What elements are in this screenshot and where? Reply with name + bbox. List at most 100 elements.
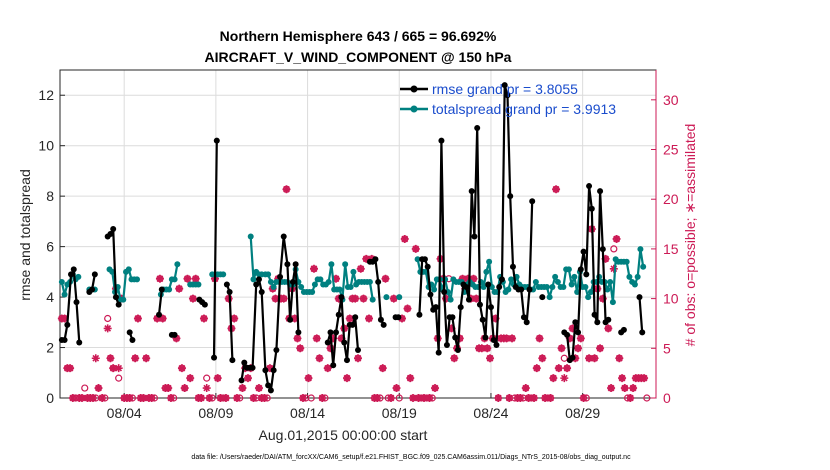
obs-assimilated-marker: [323, 364, 332, 373]
obs-assimilated-marker: [68, 394, 77, 402]
totalspread-point: [560, 283, 567, 290]
rmse-point: [465, 296, 472, 303]
obs-assimilated-marker: [243, 374, 252, 383]
obs-assimilated-marker: [354, 354, 362, 363]
totalspread-point: [396, 294, 403, 301]
obs-assimilated-marker: [312, 334, 321, 343]
rmse-point: [586, 183, 593, 190]
rmse-point: [636, 294, 643, 301]
y-tick-right-label: 5: [663, 340, 671, 356]
obs-assimilated-marker: [563, 364, 572, 373]
obs-assimilated-marker: [398, 314, 407, 323]
obs-assimilated-marker: [560, 374, 569, 383]
obs-assimilated-marker: [147, 394, 156, 402]
obs-assimilated-marker: [554, 364, 563, 373]
obs-assimilated-marker: [508, 334, 517, 343]
rmse-point: [238, 377, 245, 384]
totalspread-point: [640, 263, 647, 270]
totalspread-point: [328, 261, 335, 268]
totalspread-point: [543, 283, 550, 290]
obs-assimilated-marker: [420, 394, 429, 402]
obs-assimilated-marker: [574, 344, 583, 353]
rmse-point: [539, 294, 546, 301]
obs-assimilated-marker: [296, 344, 305, 353]
obs-assimilated-marker: [153, 314, 162, 323]
totalspread-point: [623, 258, 630, 265]
rmse-point: [76, 339, 83, 346]
totalspread-point: [447, 296, 454, 303]
rmse-point: [487, 304, 494, 311]
obs-assimilated-marker: [541, 394, 550, 402]
totalspread-point: [270, 283, 277, 290]
rmse-point: [91, 271, 98, 278]
obs-assimilated-marker: [425, 394, 434, 402]
obs-assimilated-marker: [414, 394, 423, 402]
rmse-point: [498, 276, 505, 283]
obs-assimilated-marker: [502, 334, 511, 343]
obs-assimilated-marker: [359, 294, 368, 303]
obs-assimilated-marker: [565, 334, 574, 343]
obs-assimilated-marker: [205, 394, 214, 402]
obs-assimilated-marker: [546, 394, 555, 402]
obs-assimilated-marker: [221, 394, 230, 402]
y-tick-left-label: 8: [46, 188, 54, 204]
obs-assimilated-marker: [94, 384, 103, 393]
obs-assimilated-marker: [230, 314, 239, 323]
obs-assimilated-marker: [329, 334, 338, 343]
rmse-point: [267, 387, 274, 394]
rmse-point: [380, 321, 387, 328]
obs-assimilated-marker: [334, 294, 343, 303]
rmse-point: [441, 289, 448, 296]
legend-spread-marker: [410, 105, 418, 113]
obs-assimilated-marker: [469, 274, 478, 283]
obs-assimilated-marker: [431, 384, 440, 393]
obs-assimilated-marker: [131, 354, 140, 363]
rmse-point: [341, 339, 348, 346]
legend-spread-label: totalspread grand pr = 3.9913: [432, 101, 616, 117]
obs-assimilated-marker: [532, 364, 541, 373]
chart-title-line2: AIRCRAFT_V_WIND_COMPONENT @ 150 hPa: [205, 49, 512, 65]
rmse-point: [509, 263, 516, 270]
rmse-point: [474, 125, 481, 132]
obs-assimilated-marker: [304, 374, 313, 383]
y-axis-left-label: rmse and totalspread: [17, 169, 33, 301]
obs-assimilated-marker: [91, 354, 100, 363]
obs-assimilated-marker: [362, 254, 371, 263]
obs-assimilated-marker: [177, 364, 186, 373]
y-tick-right-label: 20: [663, 191, 679, 207]
obs-assimilated-marker: [298, 394, 307, 402]
obs-assimilated-marker: [342, 374, 351, 383]
obs-assimilated-marker: [590, 354, 599, 363]
obs-assimilated-marker: [254, 384, 263, 393]
rmse-point: [395, 314, 402, 321]
obs-assimilated-marker: [271, 294, 280, 303]
rmse-point: [158, 286, 165, 293]
y-tick-left-label: 4: [46, 289, 54, 305]
obs-assimilated-marker: [142, 354, 151, 363]
totalspread-point: [134, 276, 141, 283]
rmse-point: [620, 326, 627, 333]
obs-assimilated-marker: [315, 354, 324, 363]
x-axis-label: Aug.01,2015 00:00:00 start: [259, 427, 428, 443]
obs-assimilated-marker: [114, 364, 123, 373]
rmse-point: [213, 137, 220, 144]
totalspread-point: [604, 286, 611, 293]
rmse-point: [332, 329, 339, 336]
obs-assimilated-marker: [224, 294, 233, 303]
rmse-point: [201, 301, 208, 308]
y-axis-right-label: # of obs: o=possible; ∗=assimilated: [682, 124, 698, 347]
rmse-point: [639, 329, 646, 336]
obs-assimilated-marker: [188, 294, 197, 303]
obs-assimilated-marker: [172, 334, 181, 343]
obs-assimilated-marker: [601, 254, 610, 263]
rmse-point: [443, 342, 450, 349]
rmse-point: [471, 233, 478, 240]
footnote-data-file: data file: /Users/raeder/DAI/ATM_forcXX/…: [191, 454, 631, 461]
rmse-point: [258, 289, 265, 296]
obs-assimilated-marker: [598, 294, 607, 303]
obs-assimilated-marker: [524, 394, 533, 402]
rmse-point: [107, 231, 114, 237]
totalspread-point: [571, 273, 578, 280]
rmse-point: [270, 367, 277, 374]
totalspread-point: [311, 281, 318, 288]
